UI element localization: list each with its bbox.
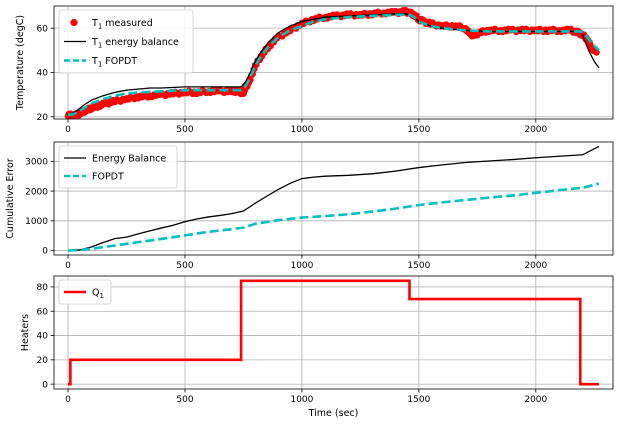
heaters-ticks: 0 500 1000 1500 2000 0 20 40 60 80 bbox=[37, 283, 548, 405]
temperature-xtick-label-500: 500 bbox=[176, 125, 193, 135]
temperature-series-t1-fopdt bbox=[68, 13, 600, 116]
temperature-panel: 0 500 1000 1500 2000 20 40 60 Temperature (degC… bbox=[15, 5, 614, 135]
temperature-axes-frame bbox=[53, 5, 614, 120]
cumulative-error-ticks: 0 500 1000 1500 2000 0 1000 2000 3000 bbox=[25, 158, 547, 271]
cumulative-error-series-fopdt bbox=[67, 182, 600, 252]
heaters-xtick-label-1500: 1500 bbox=[407, 395, 430, 405]
cumulative-error-xtick-label-1500: 1500 bbox=[407, 261, 430, 271]
cumulative-error-panel: 0 500 1000 1500 2000 0 1000 2000 3000 Cumulative… bbox=[5, 141, 614, 271]
heaters-ytick-label-20: 20 bbox=[37, 356, 49, 366]
cumulative-error-ytick-label-1000: 1000 bbox=[25, 217, 48, 227]
temperature-ytick-label-60: 60 bbox=[37, 24, 49, 34]
heaters-xtick-label-0: 0 bbox=[65, 395, 71, 405]
temperature-legend-t1-measured-marker bbox=[70, 18, 78, 27]
cumulative-error-xtick-label-0: 0 bbox=[65, 261, 71, 271]
cumulative-error-grid bbox=[54, 142, 613, 255]
temperature-ylabel: Temperature (degC) bbox=[15, 15, 26, 111]
cumulative-error-ylabel: Cumulative Error bbox=[5, 158, 16, 238]
temperature-ytick-label-40: 40 bbox=[37, 69, 49, 79]
temperature-legend-t1-energy-balance-label: T1 energy balance bbox=[91, 37, 179, 50]
temperature-legend-t1-measured-label: T1 measured bbox=[91, 18, 153, 31]
heaters-ylabel: Heaters bbox=[20, 314, 31, 351]
temperature-legend: T1 measured T1 energy balance T1 FOPDT bbox=[58, 9, 194, 74]
heaters-series-q1 bbox=[68, 279, 599, 386]
cumulative-error-series bbox=[67, 145, 600, 252]
cumulative-error-series-energy-balance bbox=[67, 145, 600, 252]
cumulative-error-ytick-label-0: 0 bbox=[42, 247, 48, 257]
heaters-grid bbox=[54, 276, 613, 389]
cumulative-error-legend: Energy Balance FOPDT bbox=[58, 145, 178, 189]
temperature-xtick-label-1500: 1500 bbox=[407, 125, 430, 135]
heaters-ytick-label-40: 40 bbox=[37, 332, 49, 342]
heaters-panel: 0 500 1000 1500 2000 0 20 40 60 80 Heaters Time (… bbox=[20, 275, 614, 419]
temperature-ytick-label-20: 20 bbox=[37, 113, 49, 123]
cumulative-error-ytick-label-3000: 3000 bbox=[25, 158, 48, 168]
heaters-xtick-label-500: 500 bbox=[176, 395, 193, 405]
heaters-legend: Q1 bbox=[58, 279, 112, 305]
temperature-series-t1-energy-balance bbox=[67, 13, 600, 116]
heaters-ytick-label-60: 60 bbox=[37, 307, 49, 317]
temperature-xtick-label-2000: 2000 bbox=[524, 125, 547, 135]
heaters-xlabel: Time (sec) bbox=[308, 408, 359, 419]
cumulative-error-axes-frame bbox=[53, 141, 614, 256]
heaters-ytick-label-80: 80 bbox=[37, 283, 49, 293]
heaters-axes-frame bbox=[53, 275, 614, 390]
heaters-xtick-label-2000: 2000 bbox=[524, 395, 547, 405]
cumulative-error-xtick-label-500: 500 bbox=[176, 261, 193, 271]
cumulative-error-legend-box bbox=[58, 145, 178, 189]
temperature-legend-box bbox=[58, 9, 194, 74]
heaters-xtick-label-1000: 1000 bbox=[290, 395, 313, 405]
temperature-legend-t1-fopdt-label: T1 FOPDT bbox=[91, 56, 137, 69]
temperature-series bbox=[64, 6, 600, 119]
heaters-series bbox=[68, 279, 599, 386]
cumulative-error-xtick-label-1000: 1000 bbox=[290, 261, 313, 271]
cumulative-error-legend-energy-balance-label: Energy Balance bbox=[92, 153, 166, 164]
heaters-ytick-label-0: 0 bbox=[42, 380, 48, 390]
cumulative-error-legend-fopdt-label: FOPDT bbox=[92, 171, 124, 182]
cumulative-error-xtick-label-2000: 2000 bbox=[524, 261, 547, 271]
temperature-xtick-label-1000: 1000 bbox=[290, 125, 313, 135]
temperature-xtick-label-0: 0 bbox=[65, 125, 71, 135]
heaters-legend-q1-label: Q1 bbox=[92, 287, 104, 300]
temperature-ticks: 0 500 1000 1500 2000 20 40 60 bbox=[37, 24, 548, 135]
cumulative-error-ytick-label-2000: 2000 bbox=[25, 187, 48, 197]
